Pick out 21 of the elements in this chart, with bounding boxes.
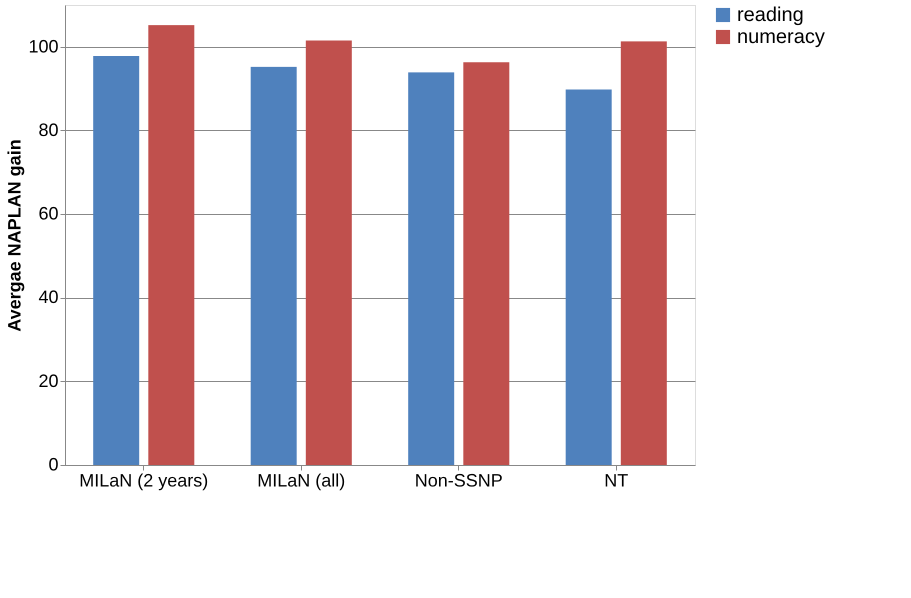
x-tick-label: MILaN (all) — [257, 470, 346, 490]
y-axis-title: Avergae NAPLAN gain — [4, 139, 24, 332]
x-tick-label: NT — [604, 470, 628, 490]
legend-label: numeracy — [737, 26, 825, 48]
y-tick-label: 0 — [48, 454, 58, 474]
legend-label: reading — [737, 4, 804, 26]
bar — [566, 89, 612, 465]
bar — [93, 56, 140, 465]
bar — [306, 40, 352, 465]
y-tick-label: 40 — [38, 287, 58, 308]
y-tick-label: 100 — [28, 36, 58, 56]
bar — [463, 62, 510, 465]
y-tick-label: 20 — [38, 370, 58, 391]
y-tick-label: 60 — [38, 204, 58, 224]
y-tick-label: 80 — [38, 120, 58, 140]
x-tick-label: Non-SSNP — [414, 470, 503, 490]
bar — [620, 41, 667, 465]
x-tick-label: MILaN (2 years) — [79, 470, 208, 490]
bar — [250, 66, 297, 465]
bar — [408, 72, 454, 465]
bar — [148, 25, 194, 465]
